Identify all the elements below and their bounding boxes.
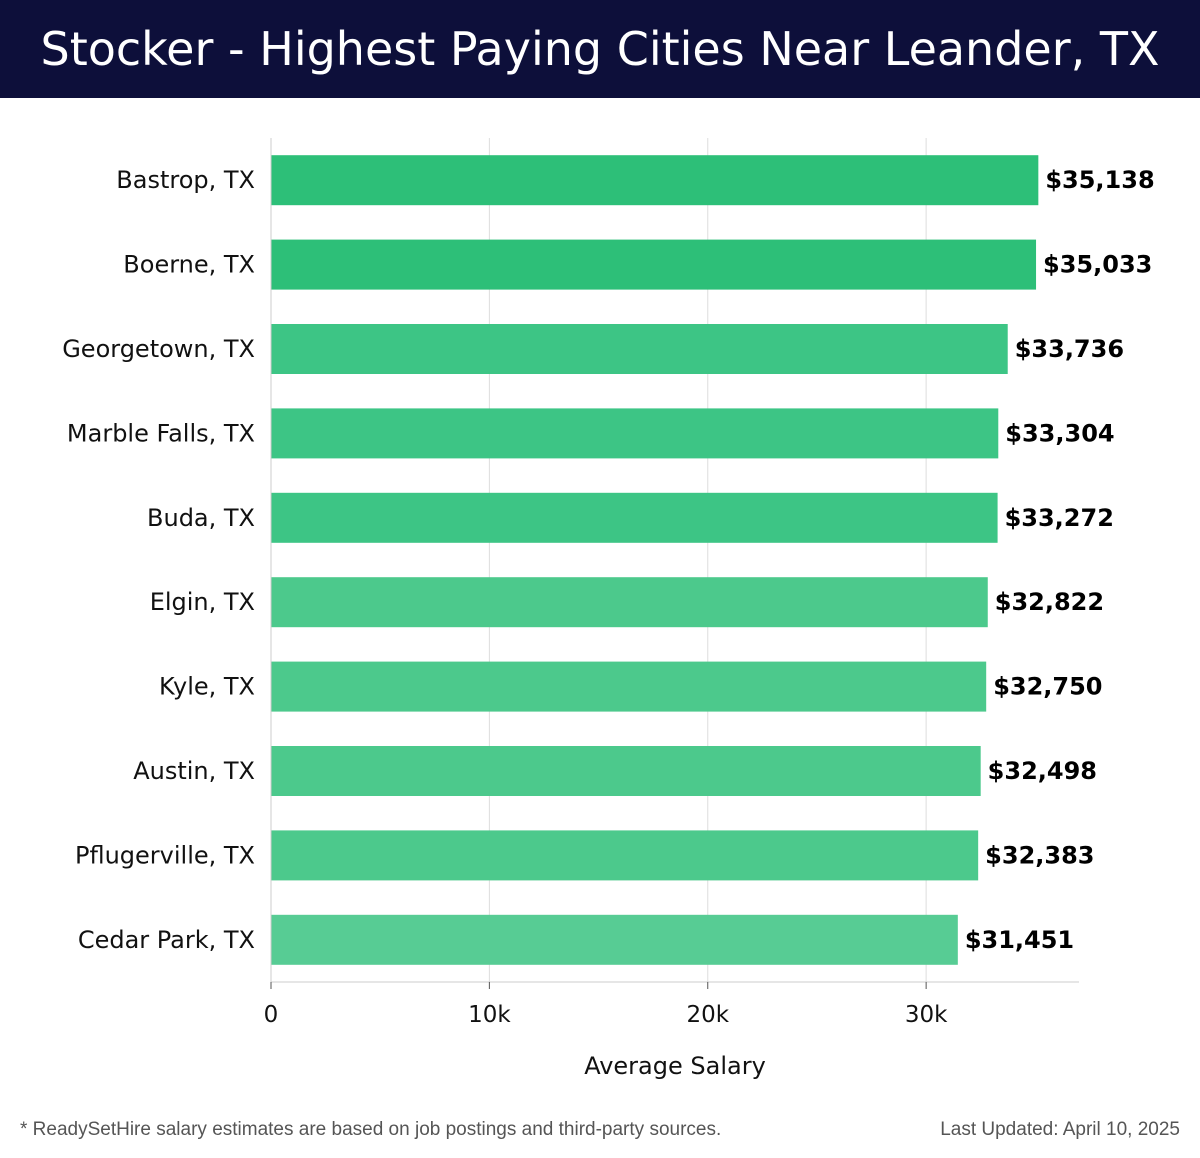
last-updated: Last Updated: April 10, 2025 [940,1119,1180,1140]
value-label: $32,750 [993,673,1102,701]
value-label: $32,822 [995,588,1104,616]
chart-header: Stocker - Highest Paying Cities Near Lea… [0,0,1200,98]
bar [271,830,979,881]
value-label: $33,272 [1005,504,1114,532]
bar [271,661,987,712]
x-tick-label: 10k [468,1002,511,1028]
category-label: Marble Falls, TX [67,419,255,447]
category-label: Georgetown, TX [62,335,255,363]
bar [271,746,981,796]
value-label: $33,304 [1005,419,1114,447]
category-label: Pflugerville, TX [75,841,255,869]
bar [271,155,1039,206]
category-label: Elgin, TX [150,588,255,616]
value-label: $33,736 [1015,335,1124,363]
bar [271,492,998,543]
category-label: Boerne, TX [123,251,255,279]
bar [271,324,1008,374]
category-label: Cedar Park, TX [78,926,255,954]
bar [271,408,999,459]
category-label: Buda, TX [147,504,255,532]
value-label: $32,498 [988,757,1097,785]
bar [271,577,988,628]
chart-title: Stocker - Highest Paying Cities Near Lea… [40,22,1160,76]
value-label: $32,383 [985,841,1094,869]
category-label: Bastrop, TX [116,166,255,194]
footnote: * ReadySetHire salary estimates are base… [20,1119,722,1140]
bar [271,914,958,965]
x-tick-label: 20k [686,1002,729,1028]
value-label: $35,138 [1045,166,1154,194]
category-label: Austin, TX [133,757,255,785]
x-tick-label: 30k [905,1002,948,1028]
bar-chart: Bastrop, TX $35,138 Boerne, TX $35,033 Georg… [62,138,1155,1080]
value-label: $35,033 [1043,251,1152,279]
category-label: Kyle, TX [159,673,255,701]
x-tick-label: 0 [264,1002,279,1028]
x-axis-title: Average Salary [584,1052,766,1080]
value-label: $31,451 [965,926,1074,954]
bar [271,239,1037,290]
